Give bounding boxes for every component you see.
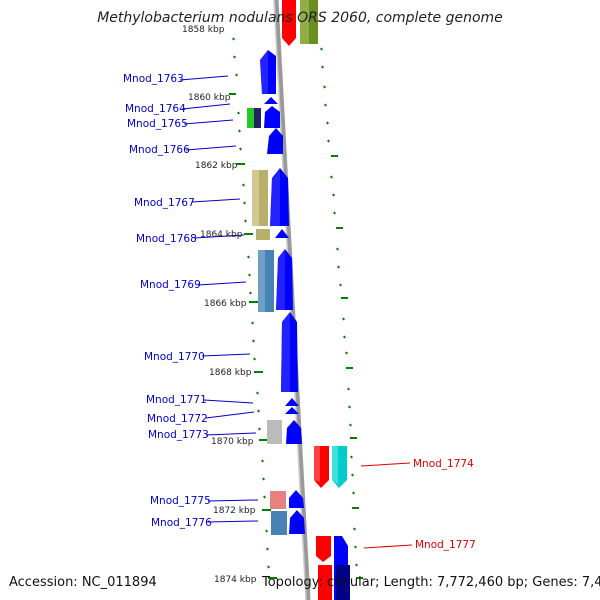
reverse-genes	[314, 446, 350, 600]
kbp-label: 1870 kbp	[211, 437, 254, 447]
gene-label[interactable]: Mnod_1773	[148, 429, 209, 441]
gene-block-1768[interactable]	[256, 229, 270, 240]
gene-label[interactable]: Mnod_1775	[150, 495, 211, 507]
left-tick-column	[229, 37, 277, 579]
gene-label[interactable]: Mnod_1770	[144, 351, 205, 363]
right-tick-column	[320, 47, 363, 579]
gene-label[interactable]: Mnod_1772	[147, 413, 208, 425]
gene-label[interactable]: Mnod_1764	[125, 103, 186, 115]
accession-label: Accession: NC_011894	[9, 575, 157, 590]
gene-arrow-1764[interactable]	[264, 97, 278, 104]
leader-lines-left	[179, 75, 259, 523]
colored-gene-blocks	[247, 108, 287, 535]
genome-summary: Topology: circular; Length: 7,772,460 bp…	[262, 575, 600, 590]
gene-red-top[interactable]	[282, 0, 296, 46]
gene-label[interactable]: Mnod_1763	[123, 73, 184, 85]
kbp-label: 1874 kbp	[214, 575, 257, 585]
gene-label[interactable]: Mnod_1776	[151, 517, 212, 529]
gene-label[interactable]: Mnod_1769	[140, 279, 201, 291]
forward-highlights	[260, 50, 290, 392]
gene-arrow-1771[interactable]	[285, 398, 299, 406]
gene-block-1775[interactable]	[270, 491, 286, 509]
gene-label[interactable]: Mnod_1768	[136, 233, 197, 245]
genome-title: Methylobacterium nodulans ORS 2060, comp…	[97, 10, 503, 26]
gene-arrow-1776[interactable]	[289, 510, 305, 534]
kbp-label: 1872 kbp	[213, 506, 256, 516]
gene-labels-left: Mnod_1763 Mnod_1764 Mnod_1765 Mnod_1766 …	[123, 73, 212, 529]
kbp-label: 1862 kbp	[195, 161, 238, 171]
gene-arrow-1775[interactable]	[289, 490, 304, 508]
gene-label[interactable]: Mnod_1766	[129, 144, 190, 156]
gene-block-1776[interactable]	[271, 511, 287, 535]
kbp-label: 1866 kbp	[204, 299, 247, 309]
gene-block-1773[interactable]	[267, 420, 282, 444]
kbp-label-top: 1858 kbp	[182, 25, 225, 35]
kbp-label: 1860 kbp	[188, 93, 231, 103]
kbp-label: 1868 kbp	[209, 368, 252, 378]
gene-block-1777b[interactable]	[318, 565, 332, 600]
gene-block-1764[interactable]	[247, 108, 254, 128]
gene-arrow-1773[interactable]	[286, 420, 302, 444]
gene-arrow-1768[interactable]	[275, 229, 289, 238]
gene-block-1765[interactable]	[254, 108, 261, 128]
gene-label[interactable]: Mnod_1767	[134, 197, 195, 209]
gene-arrow-1766[interactable]	[267, 128, 283, 154]
gene-label[interactable]: Mnod_1765	[127, 118, 188, 130]
gene-label[interactable]: Mnod_1771	[146, 394, 207, 406]
kbp-label: 1864 kbp	[200, 230, 243, 240]
gene-label[interactable]: Mnod_1777	[415, 539, 476, 551]
gene-arrow-1772[interactable]	[285, 407, 299, 414]
leader-lines-right	[360, 462, 413, 549]
gene-labels-right: Mnod_1774 Mnod_1777	[413, 458, 476, 551]
ruler-labels: 1858 kbp 1860 kbp 1862 kbp 1864 kbp 1866…	[182, 25, 257, 585]
gene-label[interactable]: Mnod_1774	[413, 458, 474, 470]
gene-arrow-1777[interactable]	[316, 536, 331, 562]
gene-arrow-1765[interactable]	[264, 106, 280, 128]
